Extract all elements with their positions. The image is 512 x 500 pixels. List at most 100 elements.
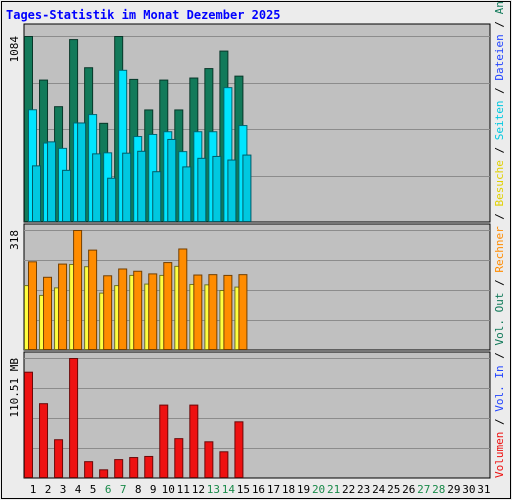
day-label-20: 20 — [312, 483, 325, 496]
panel-volume-background — [23, 351, 491, 479]
day-label-2: 2 — [45, 483, 52, 496]
bar-volumen-day-3 — [54, 439, 64, 479]
bar-volumen-day-4 — [69, 358, 79, 478]
bar-rechner-day-7 — [118, 268, 128, 351]
day-label-14: 14 — [222, 483, 236, 496]
bar-seiten-day-9 — [152, 171, 162, 222]
bar-volumen-day-12 — [189, 404, 199, 478]
day-label-9: 9 — [150, 483, 157, 496]
legend-entry-vol-out: Vol. Out — [493, 293, 506, 346]
day-label-5: 5 — [90, 483, 97, 496]
bar-seiten-day-10 — [167, 138, 177, 222]
legend-separator: / — [493, 206, 506, 226]
bar-seiten-day-4 — [77, 122, 87, 222]
bar-rechner-day-11 — [178, 248, 188, 351]
day-label-12: 12 — [192, 483, 205, 496]
bar-seiten-day-11 — [182, 166, 192, 222]
bar-rechner-day-10 — [163, 262, 173, 350]
panel-visits-ymax-label: 318 — [8, 230, 21, 250]
bar-seiten-day-3 — [62, 169, 72, 222]
bar-seiten-day-2 — [47, 141, 57, 223]
right-legend: Volumen / Vol. In / Vol. Out / Rechner /… — [493, 0, 506, 478]
day-label-13: 13 — [207, 483, 220, 496]
legend-separator: / — [493, 14, 506, 34]
day-label-15: 15 — [237, 483, 250, 496]
bar-volumen-day-1 — [24, 371, 33, 478]
bar-volumen-day-6 — [99, 469, 109, 478]
bar-volumen-day-15 — [234, 421, 244, 479]
day-label-26: 26 — [402, 483, 415, 496]
bar-volumen-day-13 — [204, 441, 214, 478]
bar-volumen-day-10 — [159, 404, 169, 478]
day-label-8: 8 — [135, 483, 142, 496]
bar-rechner-day-6 — [103, 275, 113, 350]
bar-volumen-day-14 — [219, 451, 229, 478]
bar-rechner-day-13 — [208, 274, 218, 350]
day-label-30: 30 — [462, 483, 475, 496]
bar-seiten-day-5 — [92, 153, 102, 222]
bar-seiten-day-7 — [122, 152, 132, 222]
day-label-3: 3 — [60, 483, 67, 496]
bar-rechner-day-2 — [43, 276, 53, 350]
day-label-4: 4 — [75, 483, 82, 496]
bar-seiten-day-1 — [32, 165, 41, 223]
bar-volumen-day-2 — [39, 403, 49, 478]
legend-entry-besuche: Besuche — [493, 160, 506, 206]
bar-seiten-day-14 — [227, 159, 237, 222]
legend-separator: / — [493, 81, 506, 101]
bar-rechner-day-14 — [223, 274, 233, 351]
day-label-28: 28 — [432, 483, 445, 496]
bar-volumen-day-5 — [84, 461, 94, 479]
day-label-11: 11 — [177, 483, 190, 496]
day-label-31: 31 — [477, 483, 490, 496]
day-label-16: 16 — [252, 483, 265, 496]
legend-separator: / — [493, 346, 506, 366]
bar-seiten-day-12 — [197, 157, 207, 222]
panel-volume-ymax-label: 110.51 MB — [8, 358, 21, 418]
bar-rechner-day-5 — [88, 249, 98, 350]
bar-rechner-day-12 — [193, 274, 203, 350]
bar-rechner-day-15 — [238, 274, 248, 350]
legend-separator: / — [493, 273, 506, 293]
day-label-7: 7 — [120, 483, 127, 496]
day-label-17: 17 — [267, 483, 280, 496]
day-label-23: 23 — [357, 483, 370, 496]
legend-entry-volumen: Volumen — [493, 432, 506, 478]
bar-rechner-day-9 — [148, 273, 158, 351]
bar-volumen-day-9 — [144, 455, 154, 479]
legend-separator: / — [493, 140, 506, 160]
day-label-27: 27 — [417, 483, 430, 496]
bar-seiten-day-8 — [137, 150, 147, 223]
day-label-21: 21 — [327, 483, 340, 496]
bar-volumen-day-8 — [129, 457, 139, 479]
bar-seiten-day-15 — [242, 154, 252, 222]
legend-entry-vol-in: Vol. In — [493, 365, 506, 411]
bar-rechner-day-1 — [28, 261, 37, 350]
bar-rechner-day-4 — [73, 230, 83, 350]
day-label-18: 18 — [282, 483, 295, 496]
panel-requests-ymax-label: 1084 — [8, 36, 21, 63]
bar-seiten-day-6 — [107, 177, 117, 222]
day-label-19: 19 — [297, 483, 310, 496]
day-label-24: 24 — [372, 483, 386, 496]
chart-title: Tages-Statistik im Monat Dezember 2025 — [6, 8, 281, 22]
bar-volumen-day-7 — [114, 459, 124, 478]
legend-entry-rechner: Rechner — [493, 226, 506, 273]
day-label-22: 22 — [342, 483, 355, 496]
day-label-1: 1 — [30, 483, 37, 496]
day-label-29: 29 — [447, 483, 460, 496]
legend-entry-anfragen: Anfragen — [493, 0, 506, 14]
day-label-6: 6 — [105, 483, 112, 496]
legend-separator: / — [493, 412, 506, 432]
bar-volumen-day-11 — [174, 438, 184, 479]
day-label-10: 10 — [162, 483, 175, 496]
bar-rechner-day-8 — [133, 270, 143, 351]
bar-seiten-day-13 — [212, 155, 222, 222]
bar-rechner-day-3 — [58, 263, 68, 350]
legend-entry-seiten: Seiten — [493, 100, 506, 140]
legend-entry-dateien: Dateien — [493, 34, 506, 80]
day-label-25: 25 — [387, 483, 400, 496]
